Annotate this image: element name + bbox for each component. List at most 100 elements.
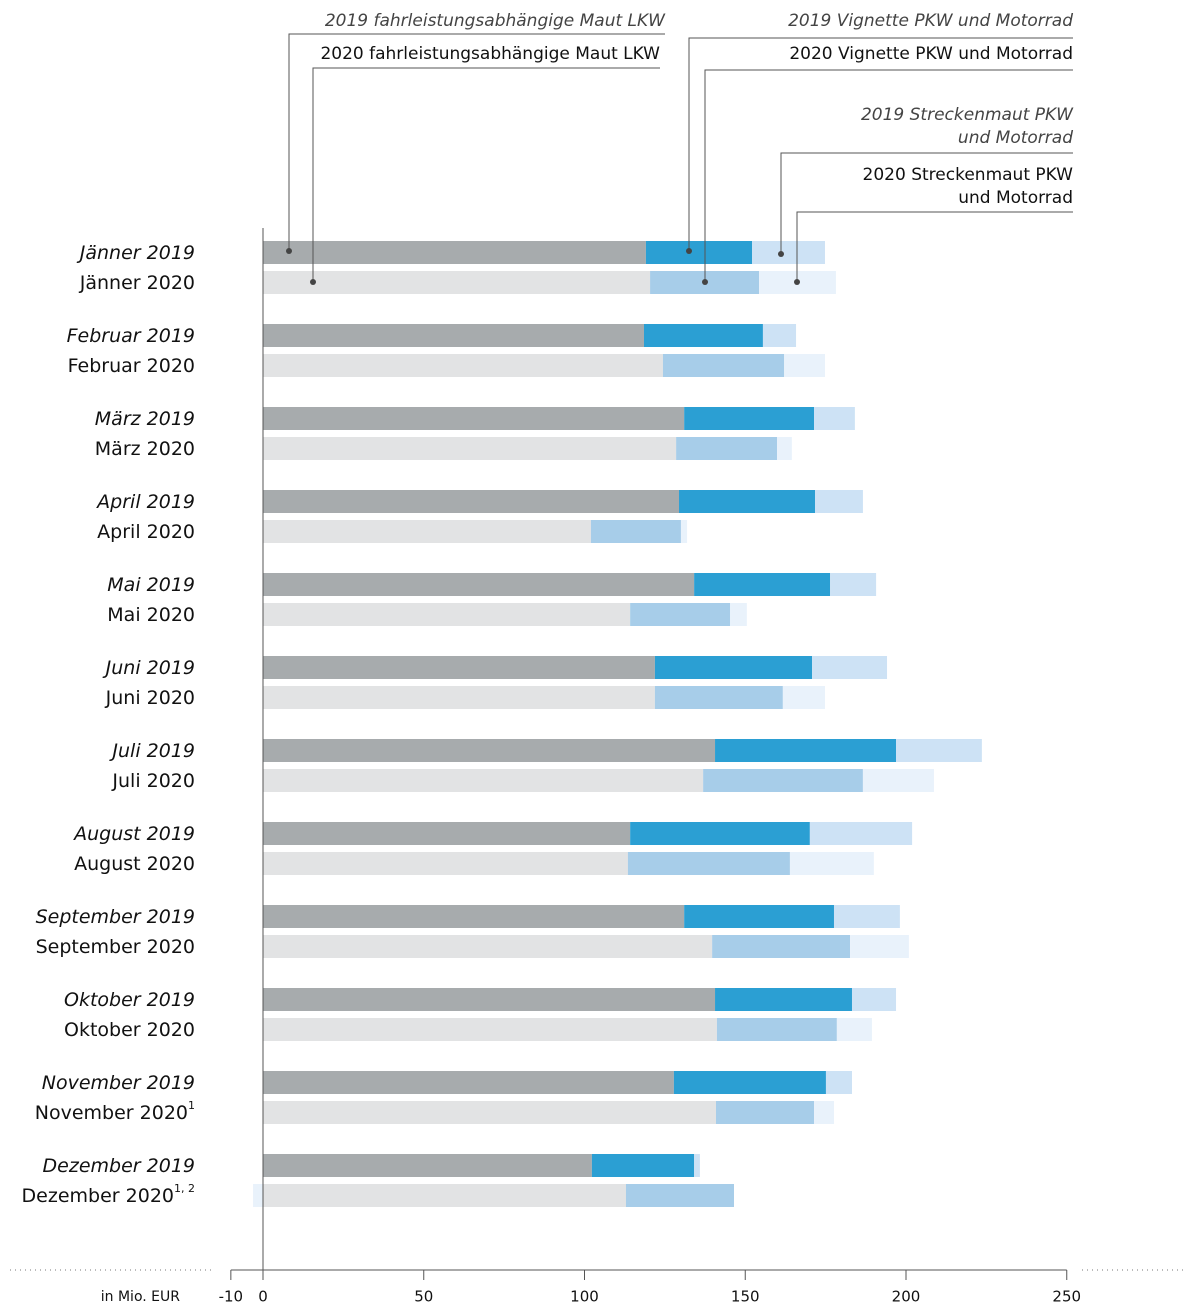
bar-segment [836,1018,872,1041]
legend-label: 2019 Streckenmaut PKW und Motorrad [860,105,1073,148]
bar-segment [263,241,646,264]
row-label-text: Juli 2019 [108,740,195,762]
bar-segment [673,1071,826,1094]
row-label: Oktober 2019 [64,989,195,1011]
bar-segment [263,407,685,430]
bar-segment [263,1154,592,1177]
footnote-mark: 1 [188,1099,195,1112]
row-label-text: Oktober 2019 [64,989,195,1011]
legend-leader [780,152,1073,254]
row-label: November 20201 [35,1099,195,1124]
bar-segment [862,769,934,792]
bar-segment [679,490,816,513]
bar-segment [654,656,813,679]
row-label: März 2019 [95,408,195,430]
bar-segment [263,935,713,958]
legend-leader [796,211,1073,282]
bar-segment [684,407,815,430]
bar-segment [809,822,913,845]
bar-segment [263,1101,716,1124]
legend-dot [702,279,708,285]
legend-leader [704,69,1073,282]
bar-segment [625,1184,734,1207]
x-tick-label: 200 [892,1288,921,1305]
x-axis-label: in Mio. EUR [101,1289,180,1305]
bar-segment [263,437,677,460]
legend-leader [288,33,665,251]
legend-dot [778,251,784,257]
row-label: Oktober 2020 [64,1019,195,1041]
row-label: Dezember 20201, 2 [22,1182,195,1207]
row-label-text: Juli 2020 [111,770,195,792]
bar-segment [730,603,747,626]
bar-segment [715,1101,815,1124]
bar-segment [762,324,797,347]
bar-segment [263,1071,674,1094]
row-label-text: März 2019 [95,408,195,430]
bar-segment [643,324,763,347]
row-label: Juni 2019 [102,657,195,679]
row-label-text: November 2019 [42,1072,195,1094]
bar-segment [703,769,863,792]
row-label-text: September 2019 [36,906,195,928]
bar-segment [263,852,628,875]
row-label: August 2019 [72,823,195,845]
legend-label: 2020 Vignette PKW und Motorrad [789,44,1073,64]
bar-segment [789,852,874,875]
bar-segment [263,573,695,596]
bar-segment [630,822,810,845]
row-label-text: Jänner 2020 [79,272,195,294]
bar-segment [715,988,852,1011]
bar-segment [263,988,716,1011]
bar-segment [253,1184,263,1207]
bar-segment [263,769,704,792]
row-label-text: November 2020 [35,1102,188,1124]
x-tick-label: 250 [1052,1288,1081,1305]
bar-segment [684,905,834,928]
legend-dot [794,279,800,285]
legend-dot [310,279,316,285]
row-label-text: August 2019 [72,823,195,845]
row-label: April 2019 [95,491,195,513]
bar-segment [263,739,716,762]
row-label-text: Mai 2020 [107,604,195,626]
x-tick-label: 50 [414,1288,433,1305]
row-label-text: Jänner 2019 [76,242,195,264]
row-label-text: Februar 2020 [68,355,195,377]
bar-segment [830,573,877,596]
row-label-text: Oktober 2020 [64,1019,195,1041]
legend-label: 2020 fahrleistungsabhängige Maut LKW [320,44,660,64]
bar-segment [850,935,909,958]
x-tick-label: -10 [219,1288,244,1305]
row-label: September 2019 [36,906,195,928]
legend-label: 2019 Vignette PKW und Motorrad [788,11,1073,31]
bar-segment [716,1018,837,1041]
bar-segment [263,686,655,709]
bar-segment [712,935,851,958]
bar-segment [676,437,778,460]
footnote-mark: 1, 2 [174,1182,195,1195]
row-label: Dezember 2019 [43,1155,195,1177]
row-label: Juli 2019 [108,740,195,762]
bar-segment [645,241,753,264]
bar-segment [825,1071,852,1094]
bar-segment [263,271,651,294]
row-label: August 2020 [74,853,195,875]
row-label: November 2019 [42,1072,195,1094]
bar-segment [263,354,663,377]
x-tick-label: 150 [731,1288,760,1305]
x-tick-label: 100 [570,1288,599,1305]
row-label-text: Februar 2019 [67,325,195,347]
bar-segment [680,520,688,543]
legend-leader [688,37,1073,251]
row-label-text: März 2020 [95,438,195,460]
bar-segment [752,241,825,264]
bar-segment [851,988,897,1011]
bar-segment [812,656,888,679]
row-label-text: April 2019 [95,491,195,513]
bar-segment [263,1018,717,1041]
bar-segment [777,437,792,460]
bar-segment [654,686,783,709]
